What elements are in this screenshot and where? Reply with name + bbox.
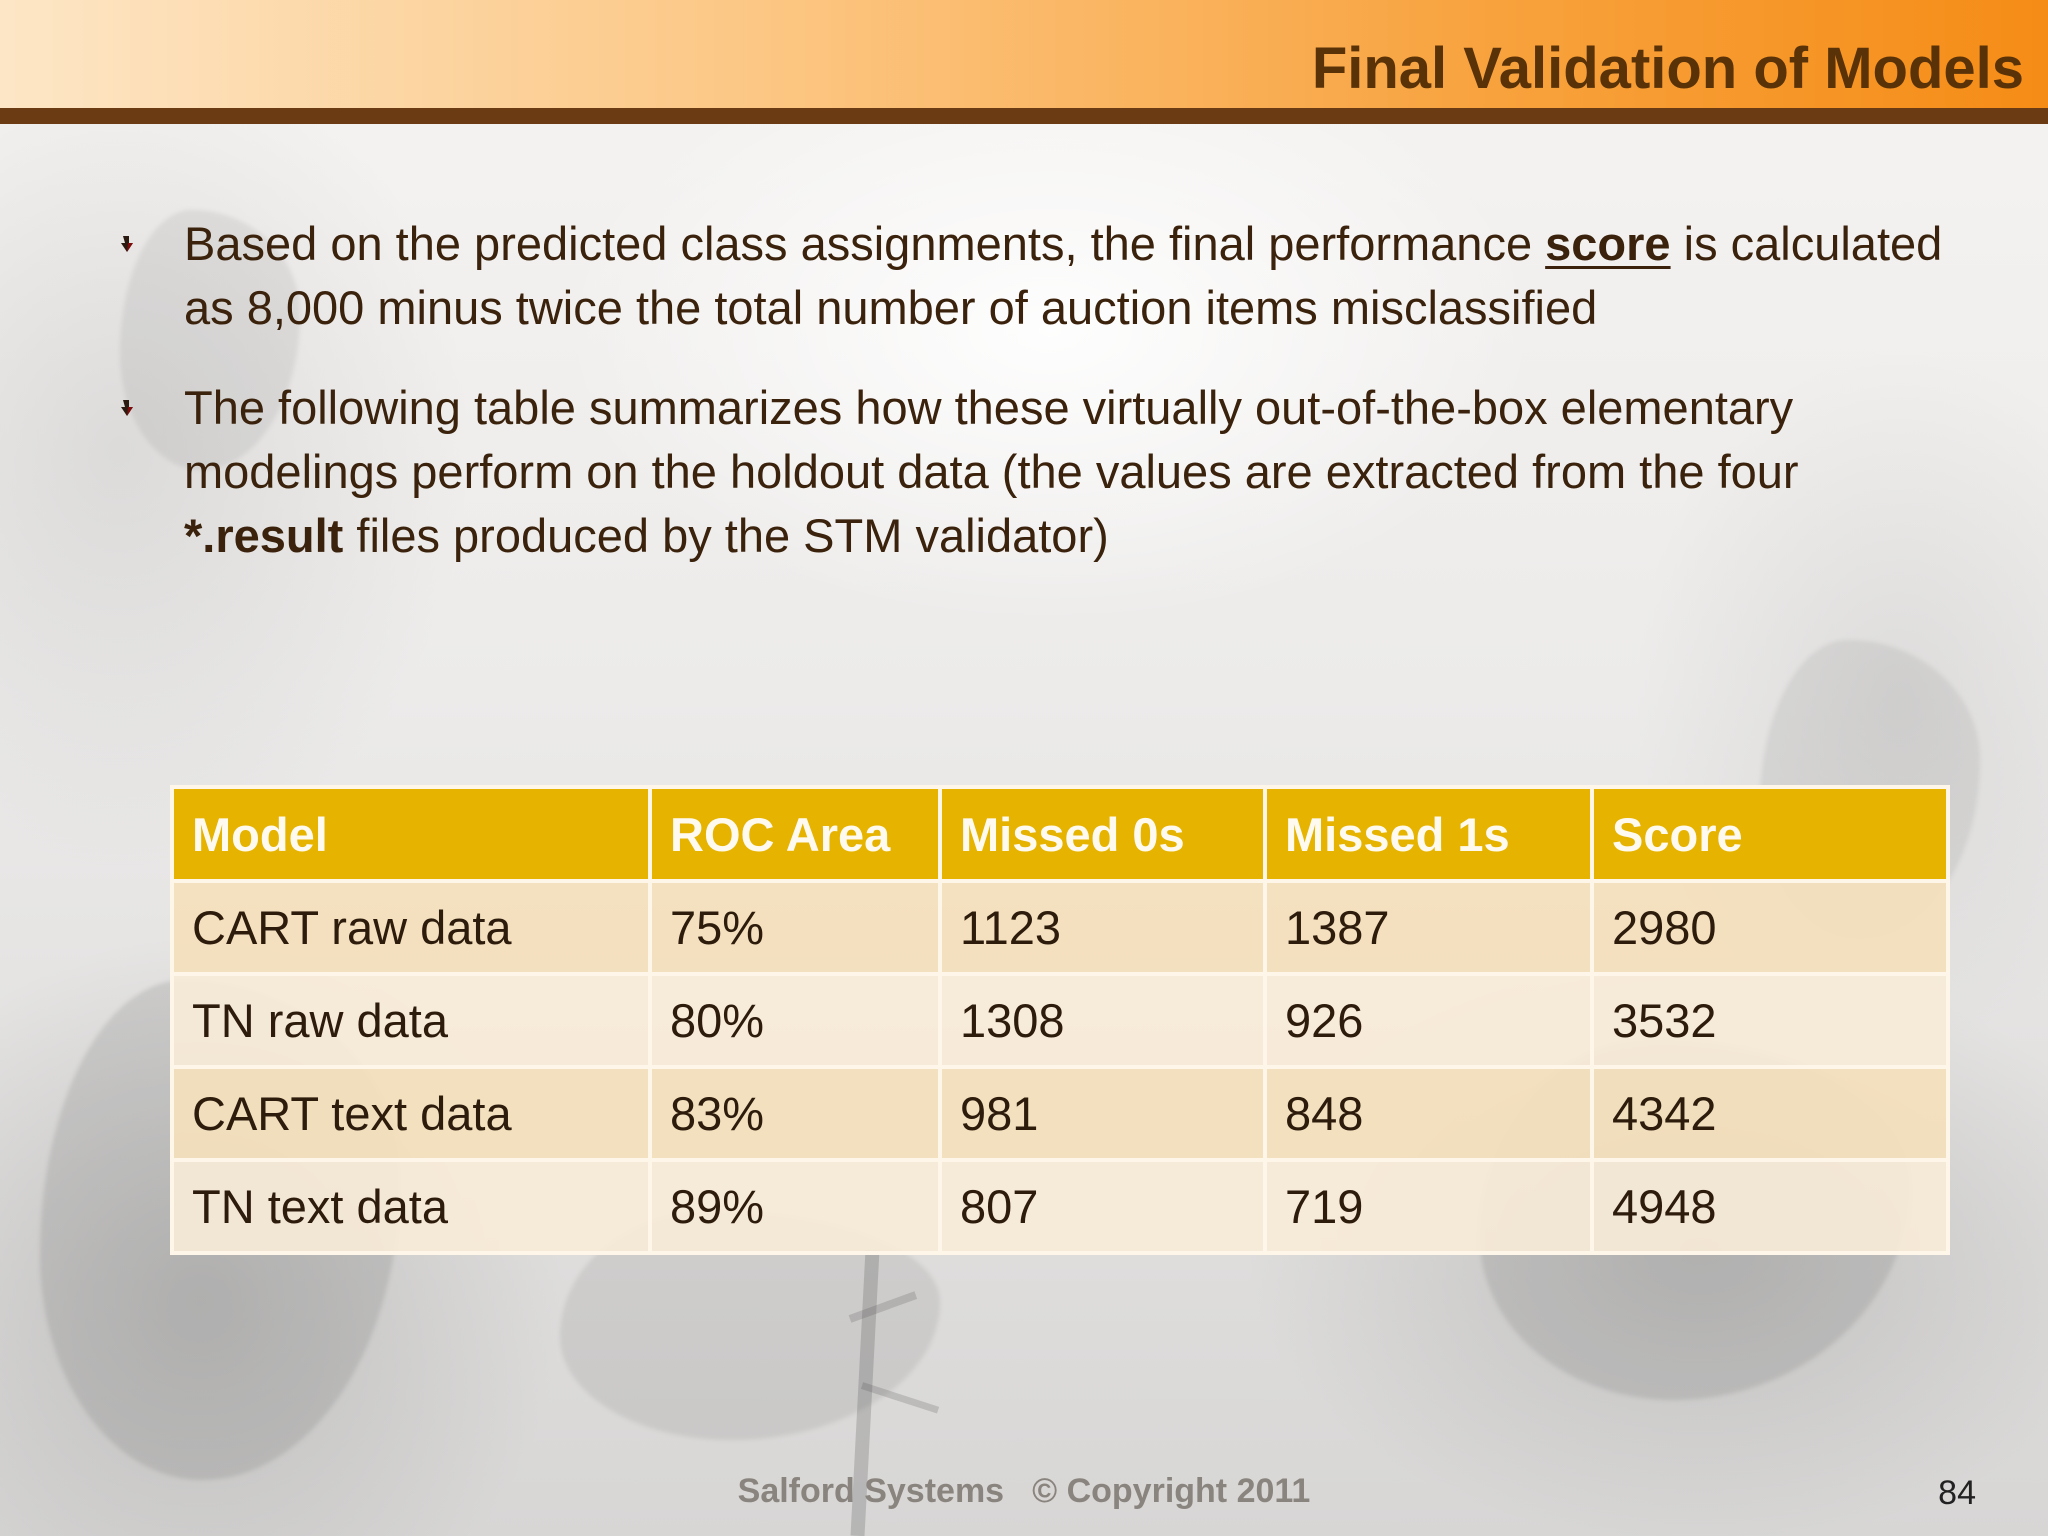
results-table-container: Model ROC Area Missed 0s Missed 1s Score… [170, 785, 1950, 1255]
cell-missed-0s: 807 [938, 1158, 1267, 1255]
down-arrow-bullet-icon [118, 399, 136, 417]
bullet-item-1: Based on the predicted class assignments… [118, 212, 1958, 340]
cell-missed-0s: 1308 [938, 972, 1267, 1069]
table-header: Model ROC Area Missed 0s Missed 1s Score [170, 785, 1950, 883]
cell-roc-area: 75% [648, 879, 942, 976]
column-header-missed-1s: Missed 1s [1263, 785, 1594, 883]
cell-missed-1s: 719 [1263, 1158, 1594, 1255]
column-header-model: Model [170, 785, 652, 883]
cell-score: 4342 [1590, 1065, 1950, 1162]
score-term: score [1545, 217, 1671, 270]
cell-missed-0s: 981 [938, 1065, 1267, 1162]
result-file-pattern: *.result [184, 509, 344, 562]
table-row: TN raw data 80% 1308 926 3532 [170, 972, 1950, 1069]
footer-company: Salford Systems [737, 1472, 1005, 1510]
slide-header: Final Validation of Models [0, 0, 2048, 124]
table-row: CART raw data 75% 1123 1387 2980 [170, 879, 1950, 976]
slide-footer: Salford Systems © Copyright 2011 84 [0, 1465, 2048, 1515]
bullet-2-part-3: files produced by the STM validator) [343, 509, 1109, 562]
bullet-1-part-1: Based on the predicted class assignments… [184, 217, 1546, 270]
model-results-table: Model ROC Area Missed 0s Missed 1s Score… [170, 785, 1950, 1255]
cell-model: CART raw data [170, 879, 652, 976]
column-header-missed-0s: Missed 0s [938, 785, 1267, 883]
table-row: TN text data 89% 807 719 4948 [170, 1158, 1950, 1255]
cell-missed-0s: 1123 [938, 879, 1267, 976]
cell-roc-area: 80% [648, 972, 942, 1069]
footer-copyright: © Copyright 2011 [1032, 1472, 1311, 1510]
cell-roc-area: 83% [648, 1065, 942, 1162]
column-header-score: Score [1590, 785, 1950, 883]
down-arrow-bullet-icon [118, 235, 136, 253]
cell-model: CART text data [170, 1065, 652, 1162]
cell-missed-1s: 926 [1263, 972, 1594, 1069]
bullet-1-part-3: is calculated as 8,000 minus twice the t… [184, 217, 1943, 334]
bullet-2-part-1: The following table summarizes how these… [184, 381, 1799, 498]
cell-roc-area: 89% [648, 1158, 942, 1255]
cell-missed-1s: 1387 [1263, 879, 1594, 976]
bullet-item-2: The following table summarizes how these… [118, 376, 1958, 568]
cell-model: TN raw data [170, 972, 652, 1069]
page-number: 84 [1938, 1474, 1976, 1512]
cell-missed-1s: 848 [1263, 1065, 1594, 1162]
table-row: CART text data 83% 981 848 4342 [170, 1065, 1950, 1162]
table-body: CART raw data 75% 1123 1387 2980 TN raw … [170, 879, 1950, 1255]
cell-score: 4948 [1590, 1158, 1950, 1255]
bullet-text-2: The following table summarizes how these… [184, 381, 1799, 562]
cell-score: 2980 [1590, 879, 1950, 976]
cell-model: TN text data [170, 1158, 652, 1255]
footer-credit: Salford Systems © Copyright 2011 [0, 1471, 2048, 1511]
slide-title: Final Validation of Models [1311, 36, 2024, 101]
cell-score: 3532 [1590, 972, 1950, 1069]
column-header-roc-area: ROC Area [648, 785, 942, 883]
table-header-row: Model ROC Area Missed 0s Missed 1s Score [170, 785, 1950, 883]
bullet-text-1: Based on the predicted class assignments… [184, 217, 1942, 334]
bullet-list: Based on the predicted class assignments… [118, 212, 1958, 604]
